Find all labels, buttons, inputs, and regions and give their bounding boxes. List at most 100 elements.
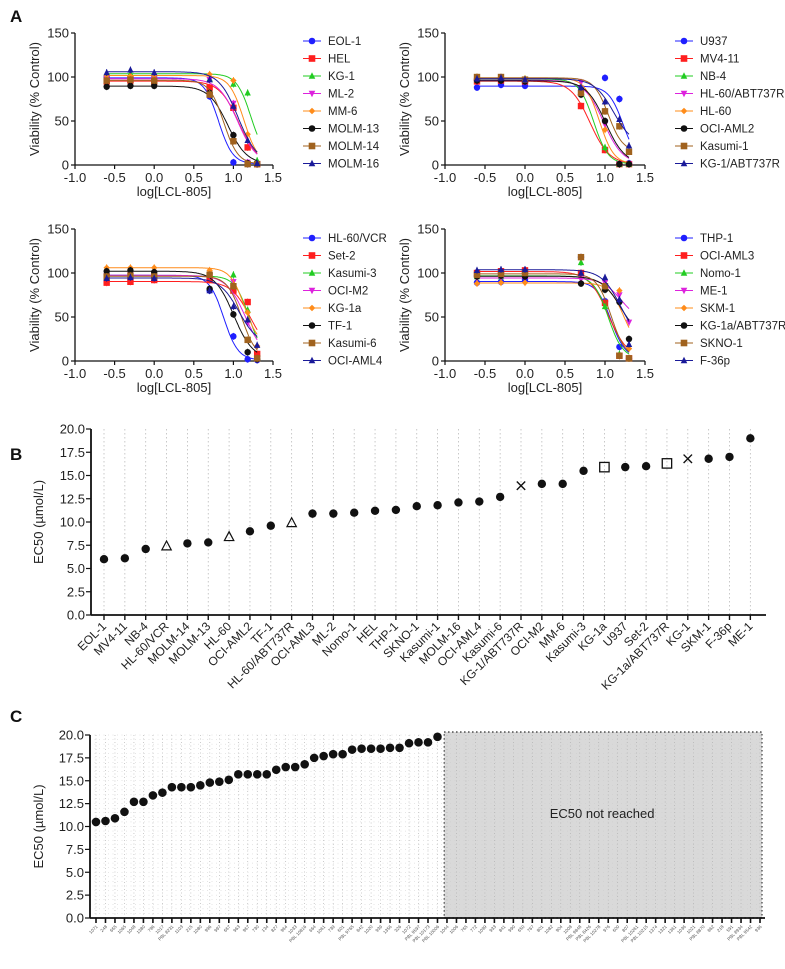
category-label: 739 <box>327 924 336 933</box>
y-tick-label: 100 <box>47 266 69 281</box>
series-ML-2 <box>103 75 261 168</box>
x-tick-label: 1.0 <box>224 366 242 381</box>
x-tick-label: 1.0 <box>596 170 614 185</box>
legend-marker <box>680 159 688 167</box>
category-label: 1103 <box>174 924 185 935</box>
data-point <box>616 115 623 122</box>
legend-label: MOLM-16 <box>328 159 379 171</box>
legend-marker <box>680 339 688 347</box>
data-point <box>521 279 529 286</box>
series-F-36p <box>473 265 633 348</box>
y-axis-label: Viability (% Control) <box>397 42 412 156</box>
data-point <box>244 136 251 144</box>
data-point-1061 <box>319 751 328 761</box>
legend-marker <box>680 269 688 276</box>
category-label: 667 <box>223 924 232 933</box>
legend-label: MM-6 <box>328 106 357 118</box>
y-tick-label: 0.0 <box>67 608 85 623</box>
x-tick-label: -0.5 <box>103 170 125 185</box>
data-point <box>577 258 585 266</box>
data-point-PBL 10173 <box>423 738 433 747</box>
y-tick-label: 17.5 <box>59 750 84 765</box>
legend-label: OCI-AML4 <box>328 356 383 368</box>
x-tick-label: 0.0 <box>516 170 534 185</box>
y-tick-label: 150 <box>47 26 69 41</box>
legend-label: MOLM-13 <box>328 124 379 136</box>
category-label: 933 <box>488 924 497 933</box>
category-label: 1036 <box>676 924 687 935</box>
data-point-730 <box>252 770 262 779</box>
category-label: 218 <box>716 924 725 933</box>
legend-item: HL-60 <box>675 106 731 118</box>
y-tick-label: 50 <box>55 114 69 129</box>
series-OCI-M2 <box>103 271 261 363</box>
fit-curve <box>106 77 258 165</box>
legend-marker <box>680 287 688 295</box>
data-point <box>473 280 481 287</box>
data-point-1017 <box>158 788 167 797</box>
legend-item: MV4-11 <box>675 54 739 66</box>
legend-item: HL-60/VCR <box>303 233 387 245</box>
category-label: 996 <box>204 924 213 933</box>
legend-marker <box>680 322 688 329</box>
ec50-not-reached-label: EC50 not reached <box>550 806 655 821</box>
legend-marker <box>308 322 316 329</box>
legend-item: OCI-AML4 <box>303 356 383 368</box>
legend-label: SKM-1 <box>700 303 735 315</box>
data-point <box>521 269 529 277</box>
data-point-THP-1 <box>391 505 401 515</box>
category-label: 801 <box>536 924 545 933</box>
category-label: 600 <box>612 924 621 933</box>
legend-item: Kasumi-6 <box>303 338 377 350</box>
legend-marker <box>680 72 688 79</box>
y-tick-label: 7.5 <box>66 842 84 857</box>
data-point <box>127 76 134 83</box>
panel-label-b: B <box>10 445 22 464</box>
legend-label: Set-2 <box>328 251 356 263</box>
y-tick-label: 0 <box>62 354 69 369</box>
x-axis-label: log[LCL-805] <box>508 184 582 199</box>
category-label: 1361 <box>667 924 678 935</box>
data-point <box>151 77 158 84</box>
legend-item: OCI-M2 <box>303 286 368 298</box>
data-point <box>577 276 585 283</box>
data-point-664 <box>309 753 319 763</box>
category-label: 1061 <box>316 924 327 935</box>
legend-marker <box>308 72 316 79</box>
data-point-ME-1 <box>746 434 755 443</box>
legend-item: ML-2 <box>303 89 354 101</box>
series-MOLM-16 <box>103 66 261 167</box>
data-point-OCI-AML4 <box>475 497 484 506</box>
legend-item: OCI-AML2 <box>675 124 754 136</box>
data-point <box>577 89 585 97</box>
legend-label: ME-1 <box>700 286 727 298</box>
data-point <box>616 343 623 351</box>
legend-marker <box>680 304 688 312</box>
category-label: 967 <box>242 924 251 933</box>
data-point <box>103 279 110 286</box>
data-point-HL-60/ABT737R <box>285 516 298 528</box>
category-label: 990 <box>507 924 516 933</box>
data-point <box>127 82 134 90</box>
data-point-134 <box>262 770 272 779</box>
data-point <box>206 286 213 294</box>
legend-marker <box>308 252 316 259</box>
data-point <box>230 138 237 145</box>
data-point <box>625 148 633 155</box>
category-label: 1048 <box>126 924 137 935</box>
data-point <box>230 287 237 294</box>
legend-label: KG-1a <box>328 303 362 315</box>
legend-label: KG-1/ABT737R <box>700 159 780 171</box>
category-label: 730 <box>251 924 260 933</box>
legend-marker <box>308 37 316 45</box>
legend-label: U937 <box>700 36 728 48</box>
y-tick-label: 100 <box>417 266 439 281</box>
data-point <box>601 126 609 133</box>
data-point <box>206 84 213 91</box>
data-point <box>577 269 585 276</box>
y-tick-label: 0 <box>432 158 439 173</box>
y-tick-label: 5.0 <box>67 561 85 576</box>
y-tick-label: 0 <box>432 354 439 369</box>
data-point <box>521 75 529 83</box>
panel-label-a: A <box>10 7 22 26</box>
